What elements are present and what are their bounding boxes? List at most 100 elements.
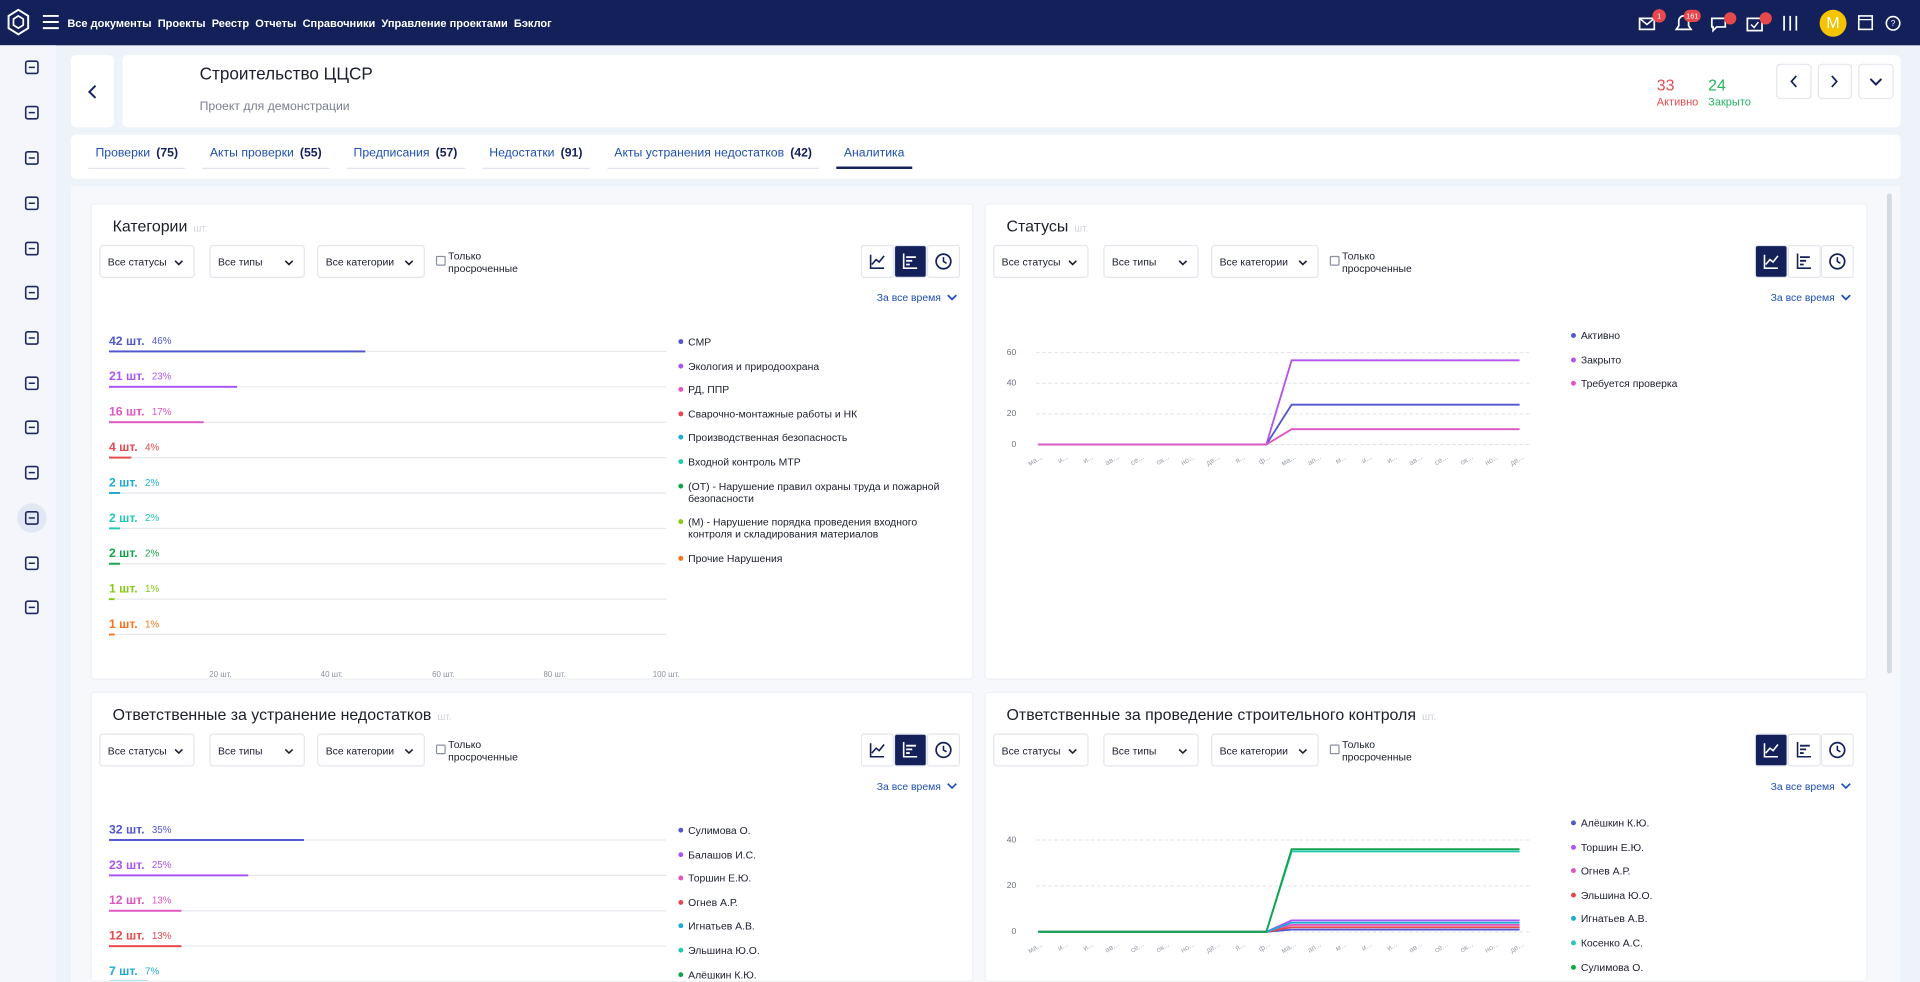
filter-dropdown[interactable]: Все типы [209, 244, 305, 278]
chart-type-button[interactable] [1820, 733, 1854, 767]
legend-item: Эльшина Ю.О. [678, 944, 954, 956]
filter-dropdown[interactable]: Все категории [317, 733, 425, 767]
chart-type-button[interactable] [860, 244, 894, 278]
menu-item[interactable]: Реестр [211, 16, 250, 29]
sidebar-icon[interactable] [24, 556, 39, 571]
percent-label: 2% [145, 478, 159, 489]
panel-title: Статусы [1006, 216, 1069, 236]
top-icons[interactable]: 1 161 М ? [1635, 7, 1920, 39]
filter-dropdown[interactable]: Все типы [1103, 244, 1199, 278]
project-header: Строительство ЦЦСР Проект для демонстрац… [122, 55, 1901, 128]
x-tick-label: ма... [1026, 940, 1044, 955]
tabs: Проверки (75) Акты проверки (55) Предписания… [88, 147, 912, 169]
filter-dropdown[interactable]: Все статусы [993, 733, 1089, 767]
chart-type-button[interactable] [893, 733, 927, 767]
icon-shape [902, 742, 918, 758]
sidebar-icon[interactable] [24, 105, 39, 120]
legend-swatch [1571, 892, 1576, 898]
sidebar-icon[interactable] [17, 503, 47, 533]
filter-dropdown[interactable]: Все категории [1211, 244, 1319, 278]
tab[interactable]: Акты устранения недостатков (42) [606, 147, 820, 169]
x-tick-label: но... [1483, 940, 1500, 955]
chart-type-button[interactable] [1787, 733, 1821, 767]
filter-label: Все статусы [107, 744, 167, 757]
chart-type-button[interactable] [926, 733, 960, 767]
chart-type-button[interactable] [1820, 244, 1854, 278]
sidebar-icon[interactable] [24, 241, 39, 256]
percent-label: 25% [152, 860, 172, 871]
legend-swatch [678, 519, 684, 525]
sidebar-icon[interactable] [24, 376, 39, 391]
chart-type-button[interactable] [926, 244, 960, 278]
legend-label: СМР [688, 335, 712, 348]
tab[interactable]: Проверки (75) [88, 147, 186, 169]
legend-item: Активно [1571, 329, 1847, 342]
panel-unit: шт. [193, 222, 208, 234]
sidebar-icon[interactable] [24, 60, 39, 75]
filter-dropdown[interactable]: Все типы [1103, 733, 1199, 767]
filter-dropdown[interactable]: Все статусы [99, 733, 195, 767]
legend-swatch [678, 555, 684, 561]
menu-item[interactable]: Управление проектами [381, 16, 508, 29]
sidebar-icon[interactable] [24, 465, 39, 480]
nav-buttons[interactable] [1776, 63, 1896, 100]
percent-label: 7% [145, 966, 159, 977]
filter-dropdown[interactable]: Все типы [209, 733, 305, 767]
menu-item[interactable]: Проекты [157, 16, 206, 29]
filter-dropdown[interactable]: Все категории [1211, 733, 1319, 767]
legend-swatch [1571, 820, 1576, 826]
menu-item[interactable]: Отчеты [255, 16, 297, 29]
avatar[interactable]: М [1826, 15, 1839, 32]
chart-type-button[interactable] [860, 733, 894, 767]
legend-label: Сулимова О. [688, 824, 751, 837]
sidebar-icon[interactable] [24, 420, 39, 435]
x-tick-label: де... [1508, 452, 1525, 467]
sidebar-icon[interactable] [24, 285, 39, 300]
chart-type-button[interactable] [1754, 733, 1788, 767]
tab[interactable]: Акты проверки (55) [202, 147, 330, 169]
logo-and-menu[interactable] [6, 8, 79, 38]
back-button[interactable] [71, 55, 114, 128]
panel-unit: шт. [1074, 222, 1089, 234]
x-tick-label: се... [1129, 452, 1146, 467]
tab[interactable]: Предписания (57) [346, 147, 465, 169]
chevron-shape [1068, 260, 1077, 266]
x-tick-label: се... [1433, 452, 1450, 467]
filter-dropdown[interactable]: Все статусы [993, 244, 1089, 278]
sidebar-icon[interactable] [24, 196, 39, 211]
period-select[interactable]: За все время [877, 780, 958, 792]
bar [108, 385, 238, 388]
filter-dropdown[interactable]: Все категории [317, 244, 425, 278]
legend-label: Алёшкин К.Ю. [688, 968, 757, 981]
checkbox[interactable] [1329, 744, 1340, 755]
filter-dropdown[interactable]: Все статусы [99, 244, 195, 278]
icon-shape [24, 511, 39, 525]
sidebar-icon[interactable] [24, 331, 39, 345]
chevron-shape [1178, 260, 1188, 266]
checkbox[interactable] [435, 744, 446, 755]
period-select[interactable]: За все время [1771, 291, 1852, 304]
chart-type-button[interactable] [1754, 244, 1788, 278]
sidebar-icon[interactable] [24, 600, 39, 615]
closed-count: 24 [1708, 75, 1726, 95]
checkbox[interactable] [1329, 255, 1340, 266]
percent-label: 13% [152, 896, 172, 907]
legend-item: Косенко А.С. [1571, 937, 1847, 949]
menu-item[interactable]: Все документы [67, 16, 152, 29]
tab[interactable]: Аналитика [836, 147, 912, 169]
chart-type-button[interactable] [1787, 244, 1821, 278]
legend-item: (М) - Нарушение порядка проведения входн… [678, 516, 954, 540]
period-select[interactable]: За все время [877, 291, 958, 304]
checkbox[interactable] [435, 255, 446, 266]
scrollbar[interactable] [1886, 193, 1892, 674]
menu-item[interactable]: Справочники [302, 16, 376, 29]
sidebar-icon[interactable] [24, 151, 39, 165]
tab[interactable]: Недостатки (91) [481, 147, 590, 169]
main-menu: Все документы Проекты Реестр Отчеты Справочн… [67, 0, 551, 45]
legend-label: Требуется проверка [1580, 377, 1678, 390]
bar [108, 909, 182, 912]
menu-item[interactable]: Бэклог [513, 16, 552, 29]
period-select[interactable]: За все время [1771, 780, 1852, 792]
chart-type-button[interactable] [893, 244, 927, 278]
x-tick-label: но... [1179, 940, 1196, 955]
